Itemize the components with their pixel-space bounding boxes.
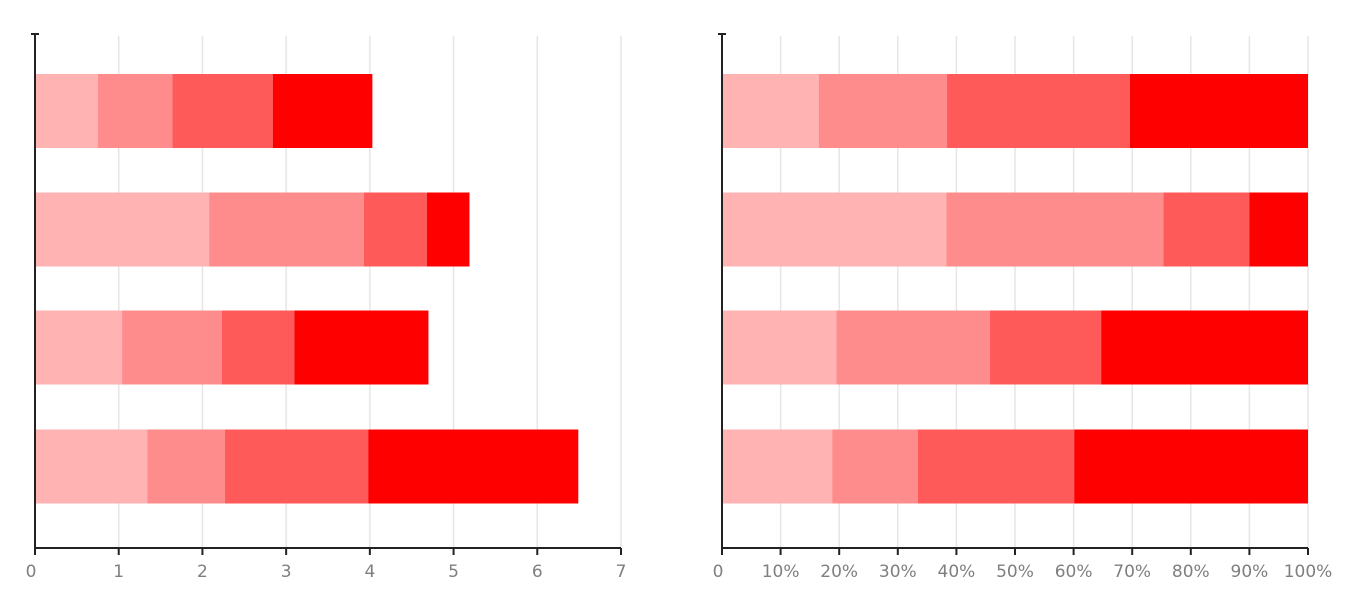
right-x-tick-label: 100% xyxy=(1284,562,1333,582)
right-bar-category-4-segment-4 xyxy=(1074,429,1308,504)
stacked-bar-chart-percent: 0 10% 20% 30% 40% 50% 60% 70% 80% 90% 100% xyxy=(713,33,1333,582)
right-bar-category-2-segment-3 xyxy=(1163,192,1250,267)
right-bar-category-1-segment-4 xyxy=(1129,74,1308,148)
right-x-tick-label: 50% xyxy=(996,562,1034,582)
left-bar-category-4-segment-1 xyxy=(35,429,148,504)
stacked-bar-chart-absolute: 0 1 2 3 4 5 6 7 xyxy=(26,33,627,582)
left-bar-category-2-segment-1 xyxy=(35,192,210,267)
right-x-tick-label: 10% xyxy=(762,562,800,582)
left-x-tick-label: 7 xyxy=(616,562,627,582)
left-x-tick-label: 5 xyxy=(448,562,459,582)
left-bar-category-3-segment-3 xyxy=(221,310,295,385)
right-x-tick-label: 90% xyxy=(1231,562,1269,582)
left-bar-category-1-segment-2 xyxy=(97,74,173,148)
left-x-tick-label: 0 xyxy=(26,562,37,582)
right-bar-category-3-segment-4 xyxy=(1101,310,1308,385)
right-bar-category-1-segment-2 xyxy=(818,74,948,148)
right-bar-category-3-segment-1 xyxy=(722,310,837,385)
right-x-tick-label: 70% xyxy=(1113,562,1151,582)
left-x-tick-label: 1 xyxy=(113,562,124,582)
right-bar-category-3-segment-2 xyxy=(836,310,990,385)
right-x-tick-label: 30% xyxy=(879,562,917,582)
right-x-tick-label: 80% xyxy=(1172,562,1210,582)
right-bar-category-4-segment-1 xyxy=(722,429,833,504)
left-bar-category-2-segment-4 xyxy=(426,192,470,267)
left-bar-category-3-segment-2 xyxy=(122,310,222,385)
right-bar-category-1-segment-1 xyxy=(722,74,819,148)
left-bar-category-1-segment-4 xyxy=(272,74,373,148)
left-bar-category-1-segment-1 xyxy=(35,74,98,148)
left-x-tick-label: 3 xyxy=(281,562,292,582)
left-bar-category-3-segment-4 xyxy=(294,310,429,385)
left-x-tick-label: 4 xyxy=(364,562,375,582)
right-bar-category-2-segment-4 xyxy=(1249,192,1308,267)
left-x-tick-label: 2 xyxy=(197,562,208,582)
left-bar-category-4-segment-3 xyxy=(225,429,369,504)
left-bar-category-3-segment-1 xyxy=(35,310,123,385)
right-bar-category-1-segment-3 xyxy=(947,74,1130,148)
left-bar-category-2-segment-3 xyxy=(363,192,427,267)
left-bar-category-4-segment-2 xyxy=(147,429,226,504)
left-bar-category-1-segment-3 xyxy=(172,74,273,148)
right-x-tick-label: 0 xyxy=(713,562,724,582)
right-x-tick-label: 20% xyxy=(820,562,858,582)
right-x-tick-label: 40% xyxy=(938,562,976,582)
right-bar-category-4-segment-2 xyxy=(832,429,918,504)
right-x-tick-label: 60% xyxy=(1055,562,1093,582)
left-x-tick-label: 6 xyxy=(532,562,543,582)
right-bar-category-2-segment-1 xyxy=(722,192,947,267)
right-bar-category-2-segment-2 xyxy=(946,192,1164,267)
left-bar-category-4-segment-4 xyxy=(368,429,579,504)
left-bar-category-2-segment-2 xyxy=(209,192,364,267)
right-bar-category-4-segment-3 xyxy=(917,429,1075,504)
right-bar-category-3-segment-3 xyxy=(989,310,1102,385)
